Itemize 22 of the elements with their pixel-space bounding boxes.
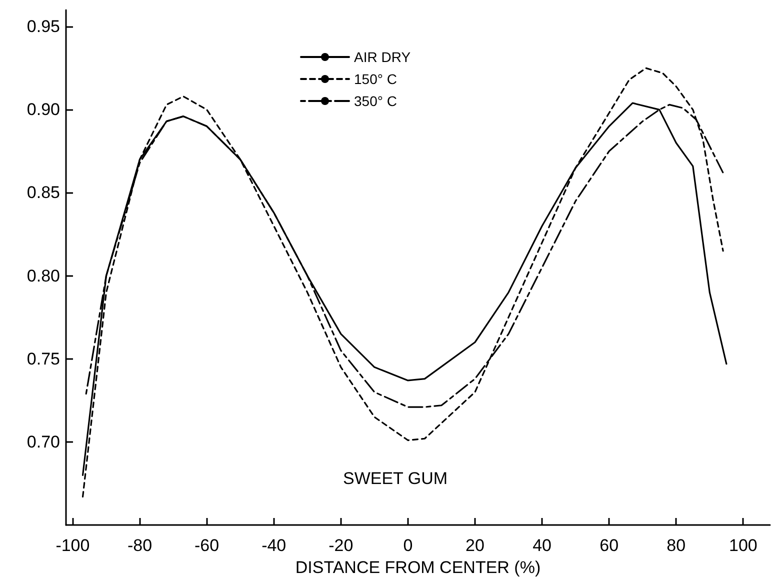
x-tick-label: -100 <box>56 536 90 555</box>
legend-label: AIR DRY <box>354 49 412 65</box>
y-tick-label: 0.95 <box>26 17 60 36</box>
y-tick-label: 0.90 <box>26 100 60 120</box>
x-tick-label: -20 <box>328 536 354 555</box>
y-tick-label: 0.85 <box>26 183 60 202</box>
annotation: SWEET GUM <box>343 469 448 488</box>
y-tick-label: 0.70 <box>26 432 60 452</box>
x-tick-label: 40 <box>532 536 552 555</box>
x-tick-label: 60 <box>600 536 619 555</box>
x-tick-label: 100 <box>728 536 758 555</box>
x-tick-label: -60 <box>194 536 220 555</box>
legend-label: 350° C <box>354 93 397 109</box>
x-tick-label: -80 <box>127 536 152 555</box>
x-tick-label: 0 <box>403 536 413 555</box>
y-tick-label: 0.80 <box>26 266 60 286</box>
x-tick-label: 80 <box>666 536 686 555</box>
x-tick-label: -40 <box>262 536 286 555</box>
x-tick-label: 20 <box>466 536 484 555</box>
x-axis-title: DISTANCE FROM CENTER (%) <box>295 558 541 577</box>
legend-label: 150° C <box>354 71 397 87</box>
y-tick-label: 0.75 <box>26 349 60 368</box>
